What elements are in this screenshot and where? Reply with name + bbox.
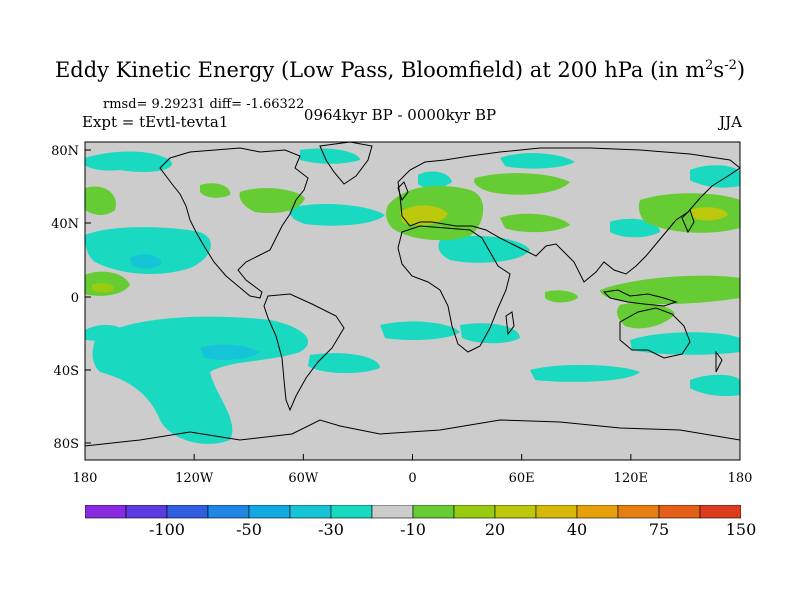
colorbar-swatch bbox=[494, 505, 537, 519]
colorbar-swatch bbox=[453, 505, 496, 519]
colorbar-swatch bbox=[248, 505, 291, 519]
anomaly-teal-e-asia bbox=[610, 218, 660, 238]
plot-title: Eddy Kinetic Energy (Low Pass, Bloomfiel… bbox=[54, 58, 746, 82]
anomaly-teal-s-pacific bbox=[92, 316, 309, 444]
anomaly-teal-s-indian bbox=[460, 323, 520, 344]
anomaly-green-n-pacific bbox=[85, 186, 116, 215]
anomaly-cyan-s-pacific bbox=[200, 344, 260, 360]
x-tick-label: 60W bbox=[288, 471, 319, 486]
anomaly-olive-e-pacific bbox=[690, 207, 728, 221]
colorbar-swatch bbox=[576, 505, 619, 519]
colorbar-labels: -100 -50 -30 -10 20 40 75 150 bbox=[0, 520, 800, 542]
x-tick-label: 0 bbox=[408, 471, 416, 486]
colorbar-swatch bbox=[207, 505, 250, 519]
coast-greenland bbox=[319, 142, 373, 185]
anomaly-cyan-spot bbox=[130, 254, 162, 269]
coast-north-america bbox=[159, 147, 309, 299]
season-label: JJA bbox=[719, 113, 742, 131]
x-tick-label: 120E bbox=[614, 471, 648, 486]
coast-madagascar bbox=[505, 311, 515, 336]
anomaly-green-n-america-2 bbox=[200, 183, 231, 198]
axis-ticks bbox=[84, 149, 741, 460]
colorbar-swatch bbox=[330, 505, 373, 519]
coast-australia bbox=[619, 307, 691, 359]
anomaly-teal-s-ocean bbox=[308, 353, 380, 374]
coast-antarctica bbox=[85, 419, 740, 447]
colorbar-swatch bbox=[412, 505, 455, 519]
coast-uk bbox=[397, 181, 409, 202]
y-tick-label: 40N bbox=[51, 217, 79, 232]
colorbar-label: -10 bbox=[400, 520, 426, 539]
colorbar-label: 150 bbox=[725, 520, 757, 539]
y-tick-label: 0 bbox=[71, 291, 79, 306]
anomaly-teal-antarctic-mid bbox=[530, 364, 640, 382]
x-tick-label: 180 bbox=[728, 471, 753, 486]
colorbar bbox=[85, 505, 741, 519]
anomaly-yellowgreen-tropical bbox=[92, 283, 115, 293]
colorbar-swatch bbox=[85, 505, 127, 519]
anomaly-green-e-asia bbox=[638, 193, 740, 233]
coast-africa bbox=[397, 225, 511, 353]
anomaly-olive-europe bbox=[400, 205, 448, 226]
x-tick-label: 60E bbox=[509, 471, 535, 486]
anomaly-teal-e-pacific-band bbox=[630, 332, 740, 355]
x-tick-label: 120W bbox=[175, 471, 214, 486]
colorbar-swatch bbox=[617, 505, 660, 519]
y-tick-label: 80S bbox=[54, 437, 79, 452]
x-tick-label: 180 bbox=[73, 471, 98, 486]
anomaly-green-maritime bbox=[600, 275, 740, 305]
coast-eurasia bbox=[397, 147, 740, 283]
colorbar-swatch bbox=[289, 505, 332, 519]
coastlines bbox=[85, 142, 740, 447]
coast-new-zealand bbox=[715, 350, 723, 373]
colorbar-label: 40 bbox=[566, 520, 588, 539]
colorbar-swatch bbox=[125, 505, 168, 519]
stats-line: rmsd= 9.29231 diff= -1.66322 bbox=[103, 97, 305, 112]
period-label: 0964kyr BP - 0000kyr BP bbox=[303, 106, 497, 124]
colorbar-swatch bbox=[535, 505, 578, 519]
colorbar-swatch bbox=[658, 505, 701, 519]
colorbar-label: -30 bbox=[318, 520, 344, 539]
anomaly-green-s-indian bbox=[545, 290, 578, 303]
anomaly-teal-atlantic-n bbox=[289, 204, 385, 226]
anomaly-teal-n-pacific bbox=[85, 151, 172, 172]
coast-south-america bbox=[263, 293, 345, 412]
y-tick-label: 40S bbox=[54, 364, 79, 379]
y-tick-label: 80N bbox=[51, 144, 79, 159]
colorbar-label: -100 bbox=[149, 520, 185, 539]
colorbar-label: -50 bbox=[236, 520, 262, 539]
anomaly-teal-siberia bbox=[500, 153, 575, 169]
experiment-label: Expt = tEvtl-tevta1 bbox=[82, 113, 229, 131]
colorbar-label: 20 bbox=[484, 520, 506, 539]
anomaly-teal-n-africa bbox=[438, 235, 530, 263]
axis-tick-labels: 180 120W 60W 0 60E 120E 180 80N 40N 0 40S 80S bbox=[51, 144, 752, 486]
anomaly-teal-s-atlantic bbox=[380, 321, 460, 340]
colorbar-swatch bbox=[166, 505, 209, 519]
colorbar-label: 75 bbox=[648, 520, 670, 539]
colorbar-swatch bbox=[371, 505, 414, 519]
anomaly-teal-s-pacific-ext bbox=[85, 324, 125, 341]
anomaly-teal-n-atlantic bbox=[300, 148, 360, 164]
anomaly-fields bbox=[85, 148, 740, 444]
anomaly-green-siberia bbox=[474, 173, 570, 195]
colorbar-swatch bbox=[699, 505, 741, 519]
coast-indonesia bbox=[602, 289, 678, 307]
anomaly-teal-s-pacific-east bbox=[690, 374, 740, 397]
anomaly-teal-w-pacific-n bbox=[690, 165, 740, 188]
anomaly-green-central-asia bbox=[500, 213, 570, 233]
anomaly-teal-subtrop-pacific bbox=[85, 227, 211, 274]
anomaly-teal-scandinavia bbox=[418, 171, 452, 189]
coast-japan bbox=[681, 209, 695, 234]
anomaly-green-n-america bbox=[239, 188, 305, 214]
